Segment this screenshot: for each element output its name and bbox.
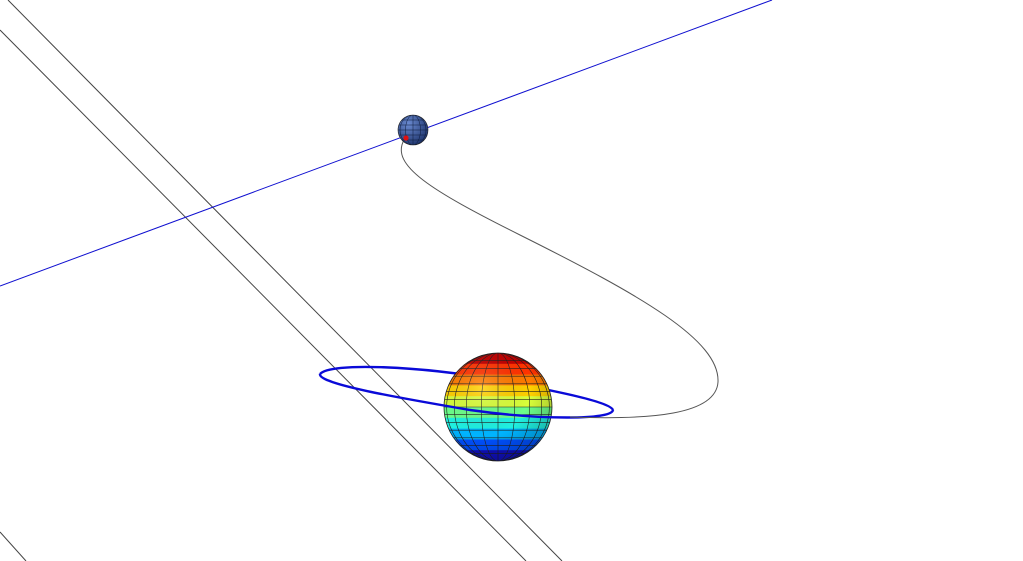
reference-line-2	[7, 0, 563, 561]
meridian-line	[405, 115, 414, 145]
small-sphere-icon[interactable]	[397, 114, 429, 146]
direction-line	[0, 0, 773, 287]
trajectory-curve	[400, 139, 719, 419]
orbit-ring-front	[318, 373, 615, 419]
reference-line-3	[0, 531, 27, 561]
reference-line-1	[0, 29, 527, 561]
meridian-line	[412, 115, 421, 145]
position-marker	[403, 135, 409, 141]
colormap-sphere-icon[interactable]	[443, 352, 553, 462]
reference-lines	[0, 0, 563, 561]
meridian-line	[412, 115, 427, 145]
meridian-line	[399, 115, 414, 145]
